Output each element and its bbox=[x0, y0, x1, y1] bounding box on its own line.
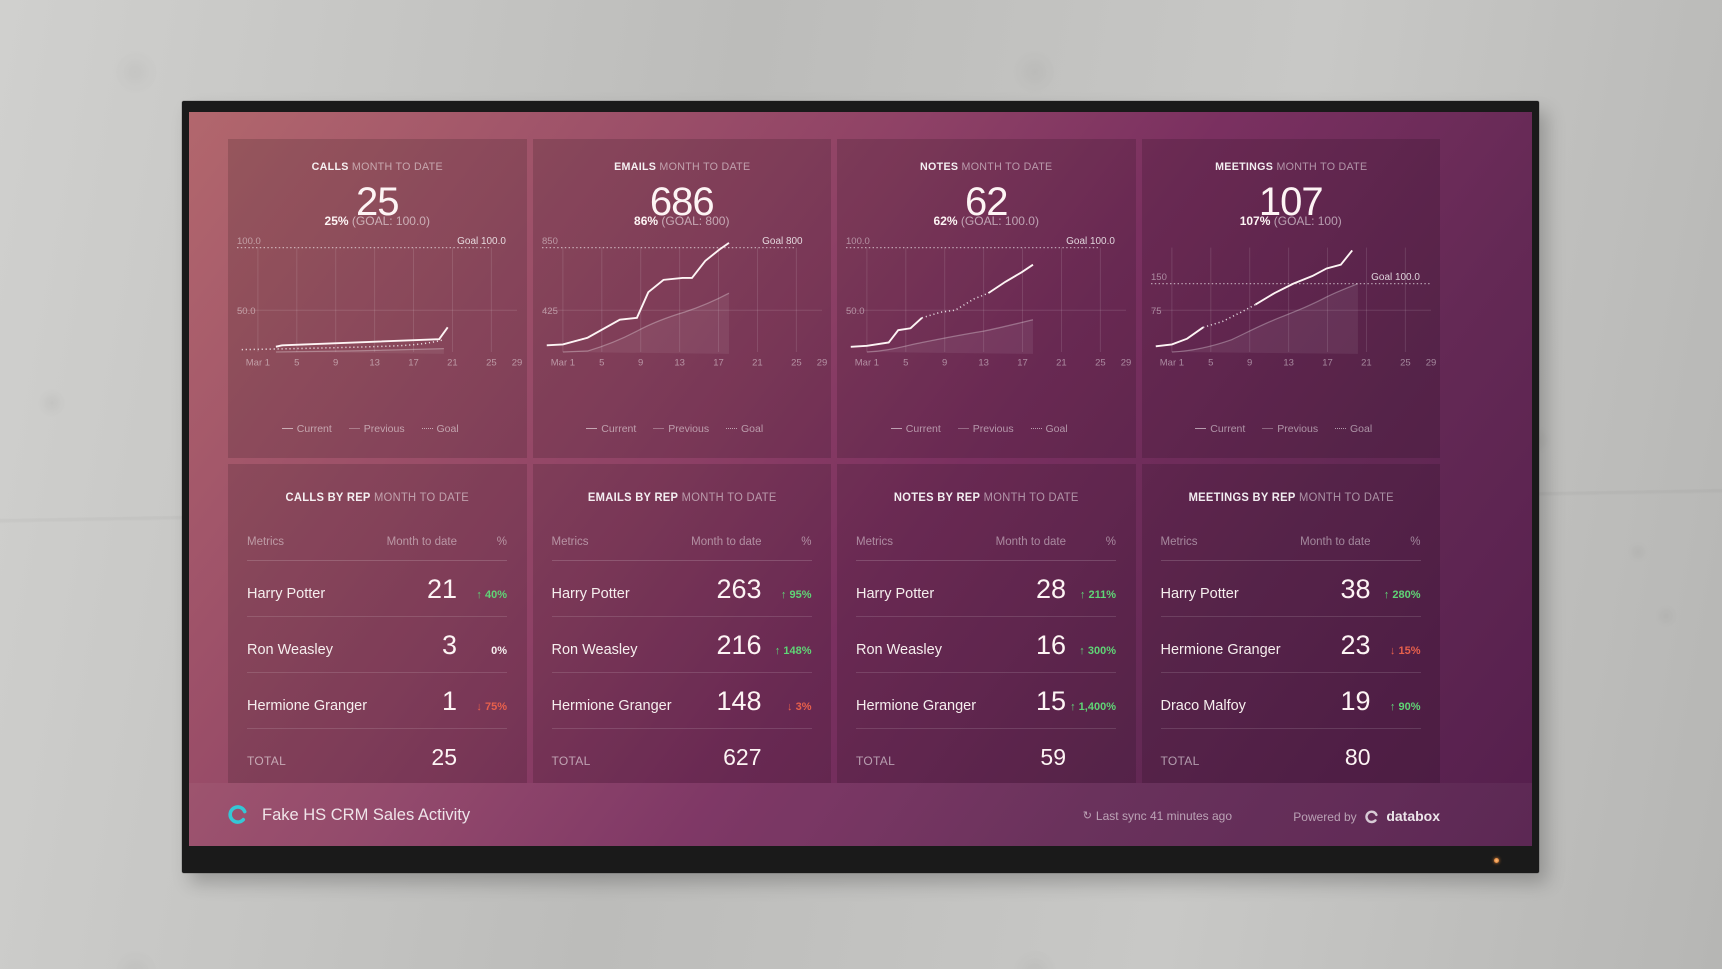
svg-text:Goal 800: Goal 800 bbox=[762, 236, 803, 247]
svg-text:25: 25 bbox=[486, 357, 497, 368]
svg-text:17: 17 bbox=[713, 357, 724, 368]
svg-text:Mar 1: Mar 1 bbox=[550, 357, 574, 368]
svg-text:50.0: 50.0 bbox=[237, 306, 255, 317]
svg-text:Goal 100.0: Goal 100.0 bbox=[1066, 236, 1115, 247]
svg-text:25: 25 bbox=[1400, 357, 1411, 368]
svg-text:29: 29 bbox=[512, 357, 523, 368]
svg-text:75: 75 bbox=[1151, 306, 1162, 317]
svg-text:29: 29 bbox=[1121, 357, 1132, 368]
svg-text:100.0: 100.0 bbox=[237, 236, 261, 247]
svg-text:29: 29 bbox=[1425, 357, 1436, 368]
svg-text:13: 13 bbox=[674, 357, 685, 368]
svg-text:29: 29 bbox=[816, 357, 827, 368]
svg-text:9: 9 bbox=[333, 357, 338, 368]
svg-text:13: 13 bbox=[369, 357, 380, 368]
svg-text:Goal 100.0: Goal 100.0 bbox=[1371, 272, 1420, 283]
svg-text:Mar 1: Mar 1 bbox=[855, 357, 879, 368]
svg-text:9: 9 bbox=[942, 357, 947, 368]
svg-text:9: 9 bbox=[638, 357, 643, 368]
svg-text:425: 425 bbox=[542, 306, 558, 317]
svg-text:21: 21 bbox=[1361, 357, 1372, 368]
svg-text:9: 9 bbox=[1247, 357, 1252, 368]
svg-text:50.0: 50.0 bbox=[846, 306, 864, 317]
svg-text:25: 25 bbox=[791, 357, 802, 368]
svg-text:17: 17 bbox=[1322, 357, 1333, 368]
svg-text:5: 5 bbox=[903, 357, 908, 368]
svg-text:25: 25 bbox=[1095, 357, 1106, 368]
svg-text:17: 17 bbox=[408, 357, 419, 368]
svg-text:5: 5 bbox=[1208, 357, 1213, 368]
svg-text:21: 21 bbox=[447, 357, 458, 368]
svg-text:Mar 1: Mar 1 bbox=[246, 357, 270, 368]
svg-text:17: 17 bbox=[1017, 357, 1028, 368]
svg-text:5: 5 bbox=[599, 357, 604, 368]
svg-text:850: 850 bbox=[542, 236, 558, 247]
svg-text:100.0: 100.0 bbox=[846, 236, 870, 247]
svg-text:13: 13 bbox=[978, 357, 989, 368]
svg-text:21: 21 bbox=[1056, 357, 1067, 368]
svg-text:5: 5 bbox=[294, 357, 299, 368]
svg-text:Goal 100.0: Goal 100.0 bbox=[457, 236, 506, 247]
svg-text:Mar 1: Mar 1 bbox=[1159, 357, 1183, 368]
svg-text:150: 150 bbox=[1151, 272, 1167, 283]
svg-text:21: 21 bbox=[752, 357, 763, 368]
svg-text:13: 13 bbox=[1283, 357, 1294, 368]
